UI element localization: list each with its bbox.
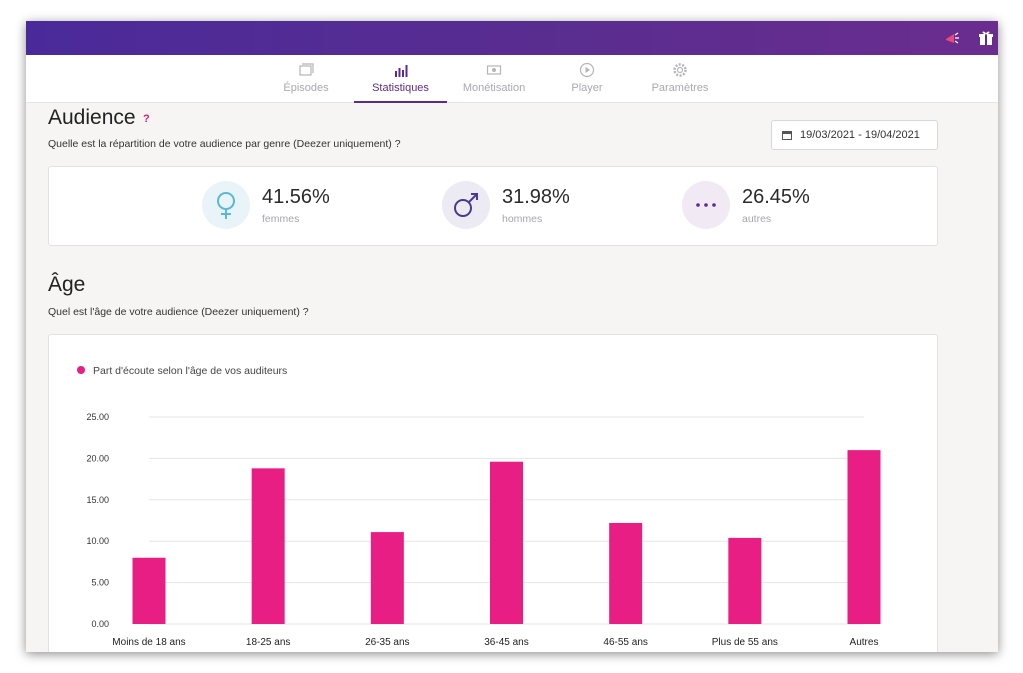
x-tick-label: Autres: [850, 637, 879, 648]
stat-femmes: 41.56% femmes: [202, 181, 402, 231]
age-chart-card: Part d'écoute selon l'âge de vos auditeu…: [48, 334, 938, 652]
more-icon: [682, 181, 730, 229]
tab-parametres[interactable]: Paramètres: [646, 55, 714, 103]
tab-bar: Épisodes Statistiques Monétisation Pla: [26, 55, 998, 103]
age-bar-chart: Part d'écoute selon l'âge de vos auditeu…: [77, 365, 881, 648]
tab-label: Épisodes: [283, 82, 329, 94]
age-title: Âge: [48, 273, 86, 296]
stat-label: autres: [742, 213, 772, 225]
megaphone-icon[interactable]: [944, 30, 960, 46]
bar: [847, 450, 881, 624]
play-icon: [579, 62, 595, 78]
y-tick-label: 10.00: [86, 536, 109, 546]
help-icon[interactable]: ?: [143, 113, 150, 125]
tab-label: Paramètres: [651, 82, 709, 94]
x-tick-label: 18-25 ans: [246, 637, 290, 648]
tab-statistiques[interactable]: Statistiques: [354, 55, 447, 103]
top-bar: [26, 21, 998, 55]
age-question: Quel est l'âge de votre audience (Deezer…: [48, 306, 309, 318]
calendar-icon: [782, 131, 792, 140]
tab-label: Monétisation: [462, 82, 526, 94]
tab-label: Player: [571, 82, 603, 94]
gift-icon[interactable]: [978, 30, 994, 46]
tab-player[interactable]: Player: [560, 55, 614, 103]
y-tick-label: 0.00: [91, 619, 109, 629]
legend-marker: [77, 366, 85, 374]
tab-label: Statistiques: [372, 82, 429, 94]
tab-monetisation[interactable]: Monétisation: [456, 55, 532, 103]
main-content: Audience ? Quelle est la répartition de …: [26, 103, 998, 652]
bar: [490, 461, 523, 624]
stat-label: hommes: [502, 213, 543, 225]
gear-icon: [673, 63, 687, 77]
x-tick-label: 46-55 ans: [603, 637, 647, 648]
y-tick-label: 5.00: [91, 578, 109, 588]
y-tick-label: 15.00: [86, 495, 109, 505]
bar-chart-icon: [394, 65, 407, 77]
x-tick-label: 26-35 ans: [365, 637, 409, 648]
x-tick-label: 36-45 ans: [484, 637, 528, 648]
audience-title: Audience: [48, 106, 136, 129]
date-range-text: 19/03/2021 - 19/04/2021: [800, 129, 920, 141]
gender-card: 41.56% femmes 31.98% hommes: [48, 166, 938, 246]
stat-value: 26.45%: [742, 186, 810, 208]
stat-value: 41.56%: [262, 186, 330, 208]
date-range-picker[interactable]: 19/03/2021 - 19/04/2021: [771, 120, 938, 150]
episodes-icon: [299, 63, 314, 76]
x-tick-label: Plus de 55 ans: [712, 637, 778, 648]
app-window: Épisodes Statistiques Monétisation Pla: [26, 21, 998, 652]
y-tick-label: 25.00: [86, 412, 109, 422]
bar: [370, 532, 404, 624]
stat-autres: 26.45% autres: [682, 181, 882, 231]
bar: [609, 522, 643, 624]
y-tick-label: 20.00: [86, 453, 109, 463]
stat-label: femmes: [262, 213, 300, 225]
bar: [132, 557, 166, 624]
female-icon: [202, 181, 250, 229]
bar: [728, 537, 762, 624]
tab-episodes[interactable]: Épisodes: [271, 55, 341, 103]
money-icon: [486, 65, 502, 75]
male-icon: [442, 181, 490, 229]
audience-question: Quelle est la répartition de votre audie…: [48, 138, 401, 150]
stat-hommes: 31.98% hommes: [442, 181, 642, 231]
bar: [251, 468, 285, 624]
x-tick-label: Moins de 18 ans: [112, 637, 185, 648]
stat-value: 31.98%: [502, 186, 570, 208]
legend-label: Part d'écoute selon l'âge de vos auditeu…: [93, 365, 287, 377]
